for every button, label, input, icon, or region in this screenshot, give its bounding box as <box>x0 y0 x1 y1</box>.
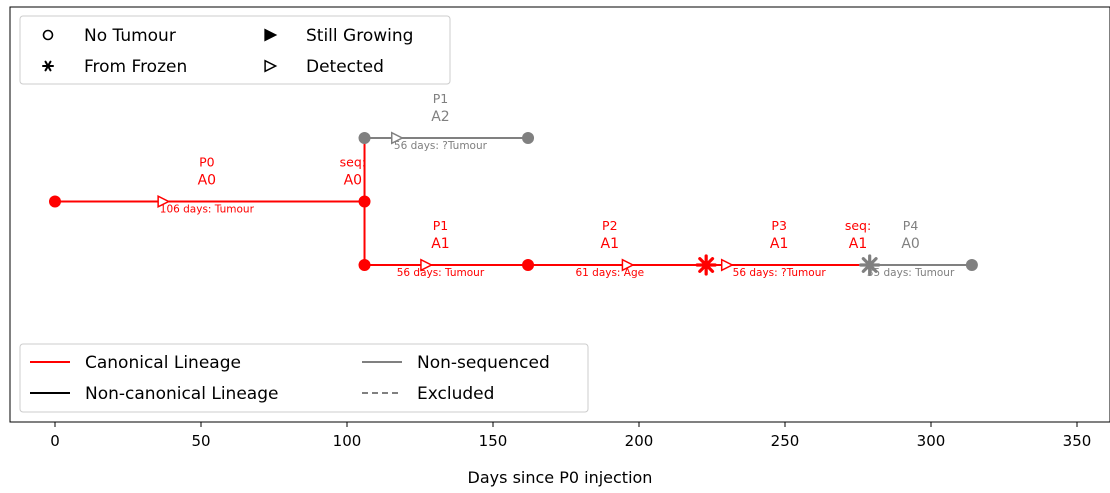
legend-symbol-tri-open <box>264 59 278 73</box>
legend-symbol-tri-filled <box>264 28 278 42</box>
marker-dot <box>49 195 61 208</box>
marker-layer <box>49 131 978 276</box>
annotation-animal: A1 <box>431 236 449 252</box>
x-tick-label: 100 <box>333 432 362 450</box>
x-axis: 0 50 100 150 200 250 300 350 <box>50 422 1091 450</box>
line-legend-box <box>19 343 589 413</box>
legend-entry-non-sequenced: Non-sequenced <box>362 353 550 373</box>
marker-dot <box>522 132 535 144</box>
x-tick-label: 250 <box>771 432 800 450</box>
annotation-passage: P0 <box>199 155 215 170</box>
legend-label: Non-canonical Lineage <box>85 384 278 404</box>
x-tick-label: 200 <box>625 432 654 450</box>
legend-label: Still Growing <box>306 26 413 46</box>
legend-symbol-asterisk <box>42 60 54 72</box>
annotation-detail: 61 days: Age <box>575 267 644 279</box>
marker-tri-open <box>157 195 171 208</box>
annotation-animal: A0 <box>901 236 919 252</box>
annotation-animal: A1 <box>770 236 788 252</box>
plot-frame <box>9 6 1110 423</box>
legend-entry-detected: Detected <box>264 57 384 77</box>
x-tick-label: 150 <box>479 432 508 450</box>
marker-legend-box <box>19 15 451 85</box>
annotation-layer: P0 A0 106 days: Tumour seq: A0 P1 A2 56 days: ?… <box>160 91 955 279</box>
legend-label: No Tumour <box>84 26 176 46</box>
legend-entry-no-tumour: No Tumour <box>42 26 176 46</box>
legend-label: Detected <box>306 57 384 77</box>
marker-dot <box>358 259 371 271</box>
legend-entry-canonical-lineage: Canonical Lineage <box>30 353 241 373</box>
legend-entry-from-frozen: From Frozen <box>42 57 187 77</box>
legend-entry-still-growing: Still Growing <box>264 26 413 46</box>
annotation-animal: A0 <box>344 173 362 189</box>
line-legend: Canonical Lineage Non-sequenced Non-cano… <box>19 343 589 413</box>
marker-star <box>695 254 717 276</box>
x-axis-label: Days since P0 injection <box>468 468 653 487</box>
annotation-passage: P1 <box>433 91 449 106</box>
legend-label: Canonical Lineage <box>85 353 241 373</box>
annotation-animal: A0 <box>198 173 216 189</box>
marker-dot <box>358 132 371 144</box>
annotation-animal: A1 <box>601 236 619 252</box>
legend-entry-non-canonical-lineage: Non-canonical Lineage <box>30 384 278 404</box>
legend-entry-excluded: Excluded <box>362 384 494 404</box>
annotation-passage: P1 <box>433 218 449 233</box>
marker-tri-open <box>420 258 434 272</box>
annotation-detail: 56 days: ?Tumour <box>733 267 827 279</box>
annotation-passage: P4 <box>903 218 919 233</box>
marker-tri-open <box>621 258 635 272</box>
x-tick-label: 350 <box>1063 432 1092 450</box>
marker-legend: No Tumour Still Growing From Frozen Dete… <box>19 15 451 85</box>
marker-tri-open <box>720 258 734 272</box>
legend-label: From Frozen <box>84 57 187 77</box>
annotation-passage: P2 <box>602 218 618 233</box>
marker-star <box>859 254 881 276</box>
x-tick-label: 300 <box>917 432 946 450</box>
annotation-detail: 106 days: Tumour <box>160 204 255 216</box>
x-tick-label: 50 <box>191 432 210 450</box>
annotation-detail: 56 days: ?Tumour <box>394 140 488 152</box>
marker-dot <box>522 259 535 271</box>
annotation-detail: 56 days: Tumour <box>397 267 485 279</box>
x-tick-label: 0 <box>50 432 60 450</box>
marker-dot <box>358 195 371 208</box>
legend-label: Non-sequenced <box>417 353 550 373</box>
legend-label: Excluded <box>417 384 494 404</box>
marker-dot <box>965 259 978 271</box>
series-layer <box>55 137 972 266</box>
annotation-passage: P3 <box>771 218 787 233</box>
legend-symbol-circle-open <box>42 29 54 41</box>
annotation-passage: seq: <box>340 155 366 170</box>
marker-tri-open <box>390 131 404 145</box>
annotation-detail: 35 days: Tumour <box>867 267 955 279</box>
annotation-animal: A1 <box>849 236 867 252</box>
annotation-animal: A2 <box>431 109 449 125</box>
annotation-passage: seq: <box>845 218 871 233</box>
